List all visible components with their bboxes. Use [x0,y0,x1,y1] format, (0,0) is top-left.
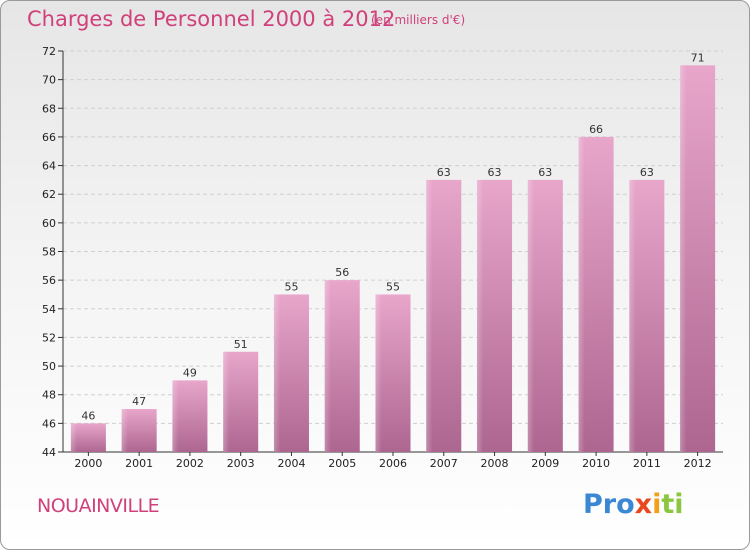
y-tick-label: 66 [42,131,56,144]
y-tick-label: 44 [42,446,56,459]
data-label: 46 [81,409,95,422]
bar-highlight [578,136,585,452]
x-tick-label: 2009 [531,457,559,470]
x-tick-label: 2011 [633,457,661,470]
bar-highlight [121,409,128,452]
bars [70,65,716,453]
y-tick-label: 54 [42,303,56,316]
chart-title: Charges de Personnel 2000 à 2012 [27,7,396,31]
chart-subtitle: (en milliers d'€) [371,13,466,27]
data-label: 63 [488,166,502,179]
y-tick-label: 62 [42,188,56,201]
y-tick-label: 60 [42,217,56,230]
bar-highlight [680,65,687,453]
data-label: 63 [538,166,552,179]
data-label: 71 [691,51,705,64]
data-label: 63 [640,166,654,179]
data-label: 66 [589,123,603,136]
data-label: 56 [335,266,349,279]
data-label: 55 [386,280,400,293]
data-label: 55 [284,280,298,293]
data-label: 63 [437,166,451,179]
x-tick-label: 2003 [227,457,255,470]
bar-highlight [324,280,332,452]
bar-highlight [426,179,433,452]
x-tick-label: 2012 [684,457,712,470]
commune-name: NOUAINVILLE [37,495,160,517]
bar-highlight [223,351,230,452]
labels: 44 46 48 50 52 54 56 58 60 62 64 66 68 70 72 46 2000 47 20… [42,45,712,470]
x-tick-label: 2004 [277,457,305,470]
x-tick-label: 2006 [379,457,407,470]
x-tick-label: 2008 [481,457,509,470]
y-tick-label: 64 [42,160,56,173]
bar-highlight [477,179,484,452]
bar-highlight [527,179,535,452]
y-tick-label: 70 [42,74,56,87]
y-tick-label: 56 [42,274,56,287]
bar-highlight [70,423,78,452]
x-tick-label: 2000 [74,457,102,470]
y-tick-label: 48 [42,389,56,402]
bar-highlight [629,179,636,452]
bar-highlight [273,294,281,452]
data-label: 47 [132,395,146,408]
bar-highlight [375,294,382,452]
data-label: 49 [183,366,197,379]
y-tick-label: 52 [42,331,56,344]
y-tick-label: 58 [42,246,56,259]
proxiti-logo: Proxiti [583,489,684,520]
y-tick-label: 50 [42,360,56,373]
x-tick-label: 2005 [328,457,356,470]
y-tick-label: 68 [42,102,56,115]
x-tick-label: 2002 [176,457,204,470]
y-tick-label: 46 [42,417,56,430]
x-tick-label: 2001 [125,457,153,470]
x-tick-label: 2010 [582,457,610,470]
x-tick-label: 2007 [430,457,458,470]
y-tick-label: 72 [42,45,56,58]
data-label: 51 [234,338,248,351]
bar-highlight [172,380,179,452]
